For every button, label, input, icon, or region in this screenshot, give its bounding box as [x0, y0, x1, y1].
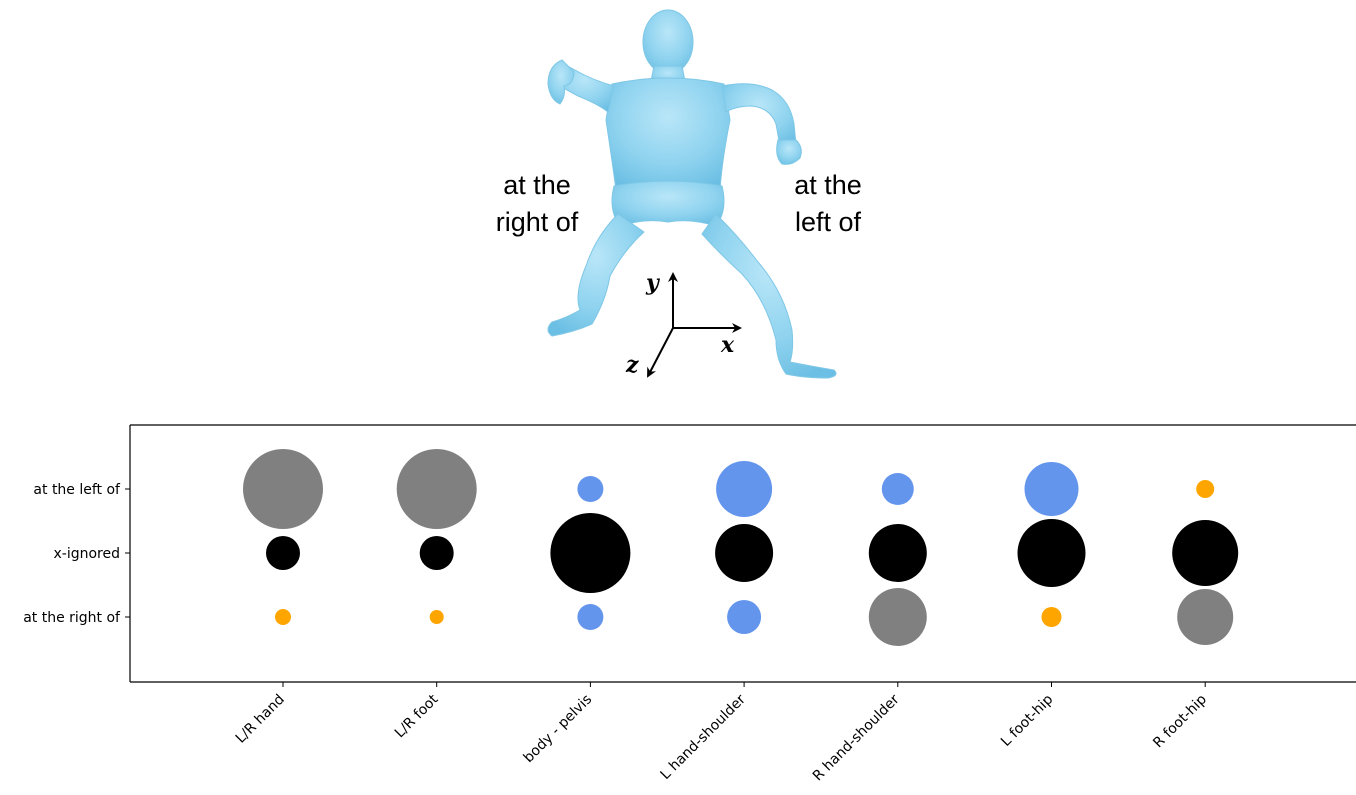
x-tick-label: L foot-hip — [998, 691, 1056, 749]
x-axis-ticks: L/R hand L/R foot body - pelvis L hand-shou… — [233, 682, 1210, 784]
figure-leg-left — [547, 213, 645, 337]
x-tick-label: L/R foot — [392, 691, 442, 741]
x-tick-label: body - pelvis — [521, 692, 596, 767]
bubble-point — [716, 461, 773, 517]
pose-illustration: at the right of at the left of y x z — [496, 9, 862, 379]
x-tick-label: L hand-shoulder — [658, 691, 750, 783]
x-tick-label: R hand-shoulder — [810, 691, 903, 784]
bubble-point — [715, 524, 774, 582]
bubble-point — [1017, 519, 1086, 587]
right-annotation-line-1: at the — [794, 170, 862, 200]
x-tick-label: R foot-hip — [1150, 691, 1210, 751]
bubble-point — [1024, 462, 1079, 516]
bubble-point — [419, 536, 454, 570]
y-tick-label: at the left of — [33, 482, 121, 498]
figure-hand-right — [776, 139, 802, 165]
bubble-point — [868, 588, 927, 646]
bubble-point — [1196, 480, 1215, 498]
bubble-point — [868, 524, 927, 582]
bubble-point — [577, 604, 604, 630]
bubble-point — [396, 449, 477, 529]
figure-hand-left — [547, 59, 575, 105]
figure-leg-right — [701, 213, 837, 379]
left-annotation-line-2: right of — [496, 207, 579, 237]
bubble-point — [243, 449, 323, 529]
bubble-point — [1041, 607, 1062, 627]
figure-pelvis — [611, 180, 725, 227]
human-figure — [547, 9, 837, 379]
y-axis-letter: y — [645, 270, 661, 296]
bubble-point — [727, 600, 762, 634]
bubble-point — [550, 513, 631, 593]
right-annotation-line-2: left of — [795, 207, 862, 237]
y-tick-label: at the right of — [23, 610, 121, 626]
bubble-point — [429, 610, 444, 624]
figure-head — [642, 9, 694, 75]
z-axis-letter: z — [625, 352, 639, 378]
bubble-point — [266, 536, 300, 570]
left-annotation-line-1: at the — [503, 170, 571, 200]
figure-torso — [605, 77, 731, 191]
bubble-point — [275, 609, 291, 625]
y-tick-label: x-ignored — [54, 546, 121, 562]
bubble-chart: at the right of x-ignored at the left of L… — [23, 424, 1356, 784]
z-axis-arrow — [647, 327, 674, 378]
x-tick-label: L/R hand — [233, 692, 288, 747]
bubble-point — [577, 476, 604, 502]
bubble-point — [881, 473, 914, 505]
y-axis-ticks: at the right of x-ignored at the left of — [23, 482, 130, 626]
bubbles — [243, 449, 1239, 646]
bubble-point — [1172, 520, 1239, 586]
figure-arm-right — [721, 83, 797, 149]
x-axis-letter: x — [720, 332, 735, 358]
axes-icon — [647, 272, 742, 378]
bubble-point — [1177, 589, 1234, 645]
